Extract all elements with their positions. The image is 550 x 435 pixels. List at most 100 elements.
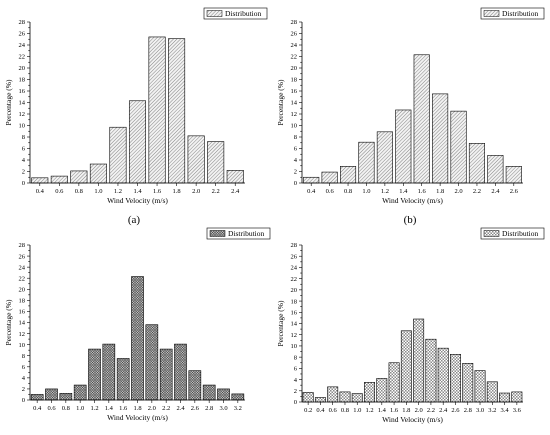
x-tick-label: 1.2 [365, 407, 373, 414]
y-tick-label: 10 [291, 123, 298, 130]
y-tick-label: 18 [19, 77, 26, 84]
x-tick-label: 2.0 [192, 188, 200, 195]
y-tick-label: 22 [291, 276, 298, 283]
legend-label: Distribution [225, 9, 262, 18]
y-tick-label: 24 [19, 264, 26, 271]
x-tick-label: 1.6 [390, 407, 399, 414]
bar [207, 141, 225, 184]
y-tick-label: 24 [19, 42, 26, 49]
y-tick-label: 26 [291, 253, 298, 260]
x-tick-label: 0.4 [316, 407, 325, 414]
y-tick-label: 26 [19, 31, 26, 38]
y-tick-label: 4 [22, 375, 26, 382]
bar [358, 141, 375, 184]
y-tick-label: 10 [19, 123, 26, 130]
bar [116, 358, 130, 401]
y-tick-label: 8 [294, 354, 297, 361]
x-tick-label: 0.8 [341, 407, 349, 414]
y-tick-label: 20 [291, 287, 298, 294]
legend-swatch [483, 10, 500, 17]
y-tick-label: 28 [291, 242, 298, 249]
x-tick-label: 2.4 [176, 405, 185, 412]
y-tick-label: 18 [19, 298, 26, 305]
x-tick-label: 3.4 [501, 407, 510, 414]
legend-box [480, 227, 545, 240]
y-tick-label: 6 [294, 366, 298, 373]
bar [314, 397, 326, 403]
y-tick-label: 16 [19, 88, 26, 95]
x-tick-label: 1.2 [114, 188, 122, 195]
y-tick-label: 22 [19, 54, 26, 61]
bar [131, 276, 144, 401]
x-tick-label: 1.0 [76, 405, 84, 412]
bar [89, 163, 107, 184]
x-tick-label: 0.6 [329, 407, 338, 414]
y-tick-label: 16 [291, 88, 298, 95]
legend-label: Distribution [228, 229, 265, 238]
x-tick-label: 2.4 [491, 188, 500, 195]
x-tick-label: 2.8 [464, 407, 472, 414]
bar [351, 393, 363, 403]
x-tick-label: 2.0 [415, 407, 423, 414]
y-tick-label: 28 [19, 19, 26, 26]
y-tick-label: 6 [294, 146, 298, 153]
bar [45, 388, 58, 401]
y-tick-label: 18 [291, 77, 298, 84]
bar [168, 38, 186, 184]
y-tick-label: 28 [291, 19, 298, 26]
y-tick-label: 4 [22, 157, 26, 164]
bar [70, 170, 88, 184]
chart-caption: (b) [404, 214, 417, 226]
bar [148, 36, 166, 184]
bar [462, 363, 474, 403]
y-tick-label: 8 [22, 134, 25, 141]
x-tick-label: 1.8 [173, 188, 181, 195]
bar [395, 109, 412, 184]
x-axis-label: Wind Velocity (m/s) [382, 196, 443, 205]
x-tick-label: 2.6 [191, 405, 200, 412]
legend-box [206, 227, 271, 240]
bar [174, 343, 187, 401]
x-tick-label: 1.8 [133, 405, 141, 412]
y-tick-label: 10 [19, 342, 26, 349]
x-tick-label: 0.4 [307, 188, 316, 195]
x-axis-label: Wind Velocity (m/s) [107, 196, 168, 205]
x-tick-label: 1.4 [105, 405, 114, 412]
bar [303, 176, 320, 184]
y-axis-label: Percentage (%) [4, 299, 13, 346]
bar [450, 354, 461, 403]
bar [437, 347, 449, 403]
x-tick-label: 1.6 [153, 188, 162, 195]
x-tick-label: 0.6 [47, 405, 56, 412]
bar [486, 381, 498, 403]
bar [505, 166, 522, 184]
x-tick-label: 2.0 [454, 188, 462, 195]
y-tick-label: 12 [291, 332, 298, 339]
bar [188, 370, 202, 401]
bar [413, 54, 430, 184]
bar [187, 135, 205, 184]
bar [128, 100, 147, 184]
bar [340, 166, 357, 184]
legend-swatch [206, 10, 223, 17]
bar [102, 343, 116, 401]
bar [73, 384, 87, 401]
x-tick-label: 2.2 [162, 405, 170, 412]
bar [159, 348, 173, 401]
x-tick-label: 2.2 [427, 407, 435, 414]
bar [499, 392, 511, 403]
y-tick-label: 16 [291, 309, 298, 316]
y-tick-label: 28 [19, 242, 26, 249]
bar [388, 362, 400, 403]
y-tick-label: 24 [291, 265, 298, 272]
x-axis-label: Wind Velocity (m/s) [382, 415, 443, 424]
bar [217, 388, 230, 401]
chart-caption: (a) [128, 214, 141, 226]
y-tick-label: 20 [291, 65, 298, 72]
bar [50, 175, 68, 184]
y-tick-label: 2 [294, 169, 297, 176]
x-tick-label: 1.4 [133, 188, 142, 195]
